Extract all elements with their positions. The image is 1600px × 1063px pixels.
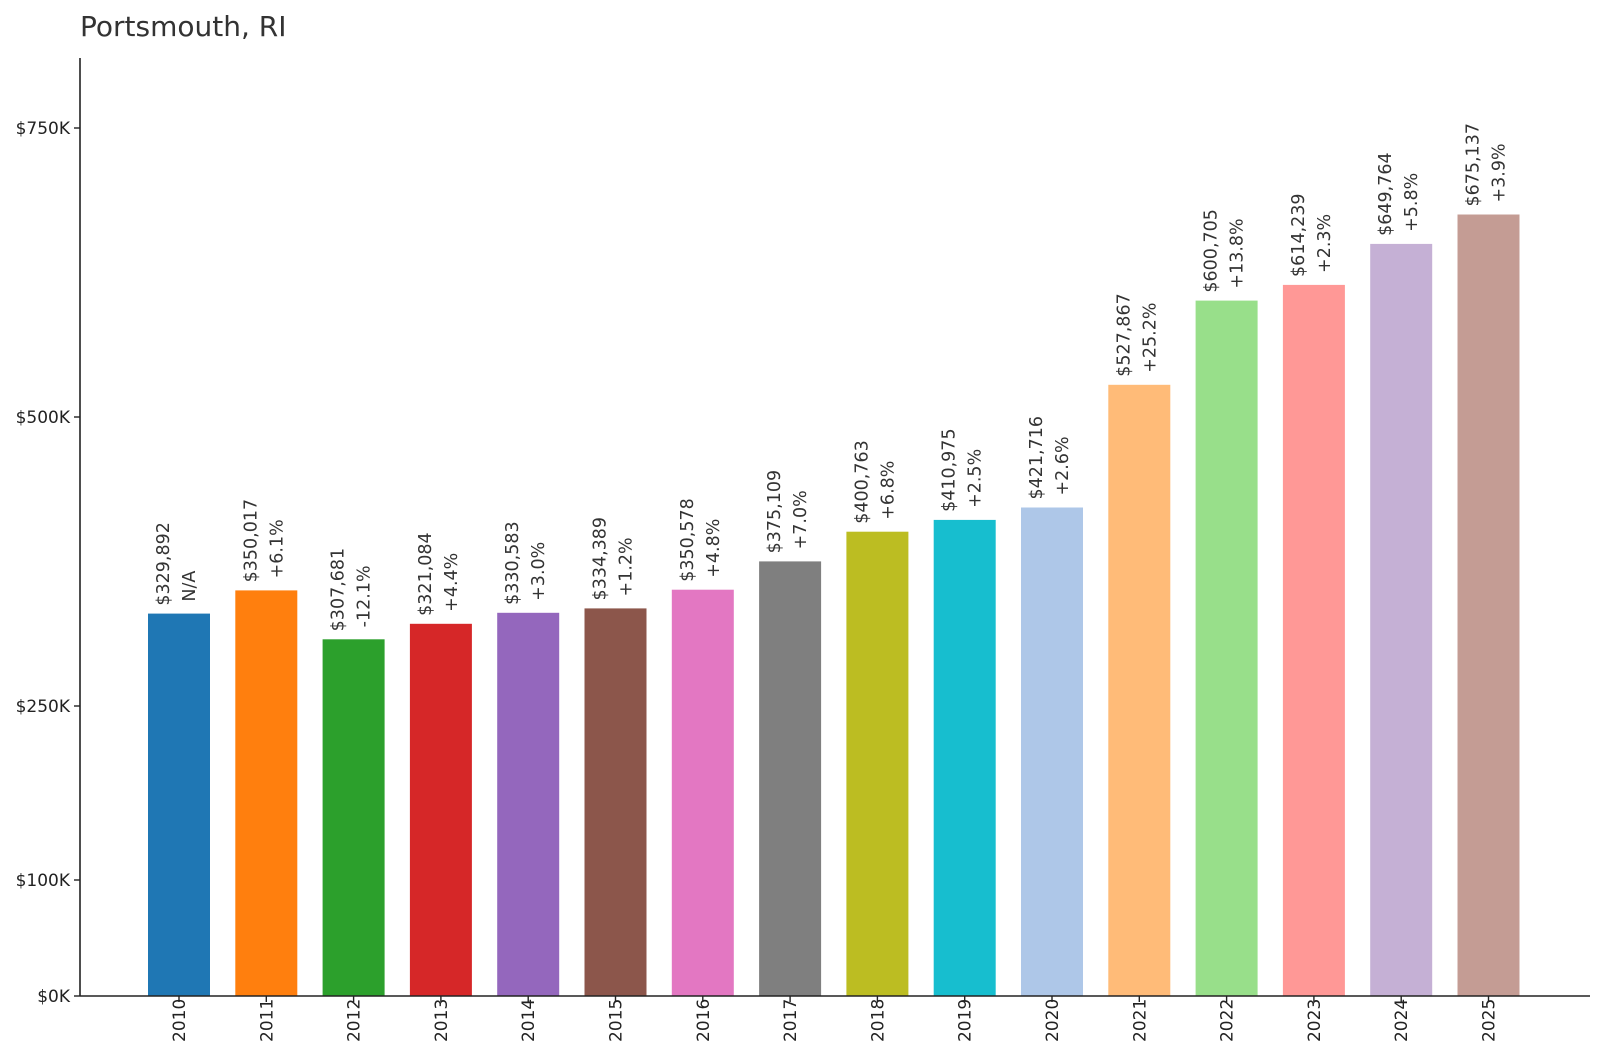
bar-2025 bbox=[1457, 214, 1520, 996]
value-label-2022: $600,705 bbox=[1202, 209, 1222, 293]
x-tick-label-2024: 2024 bbox=[1392, 999, 1412, 1042]
value-label-2012: $307,681 bbox=[329, 548, 349, 632]
change-label-2024: +5.8% bbox=[1402, 173, 1422, 232]
y-tick-label: $100K bbox=[16, 871, 71, 891]
change-label-2022: +13.8% bbox=[1228, 218, 1248, 288]
change-label-2015: +1.2% bbox=[617, 537, 637, 596]
change-label-2012: -12.1% bbox=[355, 565, 375, 627]
value-label-2018: $400,763 bbox=[852, 440, 872, 524]
change-label-2021: +25.2% bbox=[1140, 303, 1160, 373]
bar-2024 bbox=[1370, 243, 1433, 996]
bar-2021 bbox=[1108, 384, 1171, 996]
value-label-2017: $375,109 bbox=[765, 470, 785, 554]
bar-2011 bbox=[235, 590, 298, 996]
x-tick-label-2010: 2010 bbox=[170, 999, 190, 1042]
value-label-2013: $321,084 bbox=[416, 532, 436, 616]
x-tick-label-2019: 2019 bbox=[956, 999, 976, 1042]
bar-2023 bbox=[1282, 284, 1345, 996]
value-label-2015: $334,389 bbox=[591, 517, 611, 601]
x-tick-label-2017: 2017 bbox=[781, 999, 801, 1042]
value-label-2020: $421,716 bbox=[1027, 416, 1047, 500]
y-tick-label: $750K bbox=[16, 119, 71, 139]
bar-labels-group: $329,892 N/A $350,017 +6.1% $307,681 -12.1% $3… bbox=[154, 123, 1510, 631]
bar-2022 bbox=[1195, 300, 1258, 997]
chart-title: Portsmouth, RI bbox=[80, 10, 287, 43]
x-tick-label-2018: 2018 bbox=[868, 999, 888, 1042]
x-tick-label-2013: 2013 bbox=[432, 999, 452, 1042]
change-label-2018: +6.8% bbox=[878, 461, 898, 520]
y-tick-label: $250K bbox=[16, 697, 71, 717]
x-tick-label-2016: 2016 bbox=[694, 999, 714, 1042]
x-tick-label-2011: 2011 bbox=[257, 999, 277, 1042]
x-tick-label-2020: 2020 bbox=[1043, 999, 1063, 1042]
y-tick-label: $0K bbox=[37, 987, 71, 1007]
bar-2016 bbox=[671, 589, 734, 996]
change-label-2025: +3.9% bbox=[1490, 143, 1510, 202]
change-label-2010: N/A bbox=[180, 571, 200, 602]
bar-2013 bbox=[409, 623, 472, 996]
x-axis: 2010 2011 2012 2013 2014 2015 2016 2017 2018 2019… bbox=[80, 995, 1590, 1042]
x-tick-label-2012: 2012 bbox=[345, 999, 365, 1042]
change-label-2016: +4.8% bbox=[704, 519, 724, 578]
value-label-2024: $649,764 bbox=[1376, 152, 1396, 236]
x-tick-label-2021: 2021 bbox=[1130, 999, 1150, 1042]
x-tick-label-2014: 2014 bbox=[519, 999, 539, 1042]
change-label-2014: +3.0% bbox=[529, 542, 549, 601]
bar-2017 bbox=[759, 561, 822, 996]
value-label-2021: $527,867 bbox=[1114, 293, 1134, 377]
x-tick-label-2022: 2022 bbox=[1218, 999, 1238, 1042]
value-label-2010: $329,892 bbox=[154, 522, 174, 606]
bar-2012 bbox=[322, 639, 385, 996]
bars-group bbox=[148, 214, 1520, 997]
bar-2015 bbox=[584, 608, 647, 996]
x-tick-label-2025: 2025 bbox=[1480, 999, 1500, 1042]
change-label-2011: +6.1% bbox=[267, 519, 287, 578]
change-label-2019: +2.5% bbox=[966, 449, 986, 508]
value-label-2014: $330,583 bbox=[503, 521, 523, 605]
y-tick-label: $500K bbox=[16, 408, 71, 428]
change-label-2020: +2.6% bbox=[1053, 436, 1073, 495]
bar-2020 bbox=[1021, 507, 1083, 996]
value-label-2016: $350,578 bbox=[678, 498, 698, 582]
value-label-2025: $675,137 bbox=[1464, 123, 1484, 207]
value-label-2023: $614,239 bbox=[1289, 193, 1309, 277]
value-label-2019: $410,975 bbox=[940, 428, 960, 512]
y-axis: $0K $100K $250K $500K $750K bbox=[16, 58, 81, 1007]
bar-2018 bbox=[846, 531, 909, 996]
bar-2019 bbox=[933, 519, 996, 996]
change-label-2013: +4.4% bbox=[442, 553, 462, 612]
value-label-2011: $350,017 bbox=[241, 499, 261, 583]
bar-2010 bbox=[148, 613, 210, 996]
change-label-2023: +2.3% bbox=[1315, 214, 1335, 273]
change-label-2017: +7.0% bbox=[791, 490, 811, 549]
bar-2014 bbox=[497, 612, 560, 996]
x-tick-label-2015: 2015 bbox=[607, 999, 627, 1042]
x-tick-label-2023: 2023 bbox=[1305, 999, 1325, 1042]
